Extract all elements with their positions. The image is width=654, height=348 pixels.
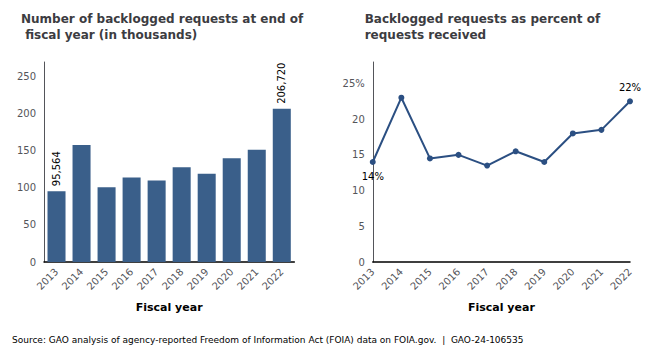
svg-text:200: 200 (17, 108, 36, 119)
svg-text:250: 250 (17, 71, 36, 82)
svg-text:2022: 2022 (260, 266, 286, 292)
svg-text:2013: 2013 (35, 266, 61, 292)
svg-text:2017: 2017 (465, 266, 491, 292)
svg-text:150: 150 (17, 145, 36, 156)
svg-text:50: 50 (23, 219, 36, 230)
svg-text:Fiscal year: Fiscal year (136, 301, 203, 314)
svg-text:0: 0 (358, 257, 364, 268)
svg-text:22%: 22% (619, 82, 641, 93)
svg-text:2017: 2017 (135, 266, 161, 292)
svg-text:2022: 2022 (608, 266, 634, 292)
svg-text:2014: 2014 (379, 266, 405, 292)
svg-text:2018: 2018 (160, 266, 186, 292)
svg-text:2020: 2020 (210, 266, 236, 292)
svg-text:fiscal year (in thousands): fiscal year (in thousands) (21, 28, 197, 42)
svg-text:206,720: 206,720 (276, 63, 287, 104)
svg-text:2014: 2014 (60, 266, 86, 292)
svg-text:2019: 2019 (185, 266, 211, 292)
svg-text:20: 20 (352, 114, 365, 125)
svg-text:25%: 25% (343, 78, 365, 89)
svg-text:Backlogged requests as percent: Backlogged requests as percent of (365, 12, 605, 26)
svg-text:2018: 2018 (494, 266, 520, 292)
svg-text:requests received: requests received (365, 28, 487, 42)
svg-text:Source: GAO analysis of agency: Source: GAO analysis of agency-reported … (12, 335, 524, 345)
svg-text:14%: 14% (362, 171, 384, 182)
svg-text:5: 5 (358, 221, 364, 232)
svg-text:2016: 2016 (437, 266, 463, 292)
svg-text:Number of backlogged requests: Number of backlogged requests at end of (21, 12, 304, 26)
svg-text:2013: 2013 (351, 266, 377, 292)
svg-text:2019: 2019 (522, 266, 548, 292)
svg-text:2015: 2015 (85, 266, 111, 292)
svg-text:2021: 2021 (580, 266, 606, 292)
svg-text:2015: 2015 (408, 266, 434, 292)
svg-text:15: 15 (352, 149, 365, 160)
svg-text:95,564: 95,564 (51, 151, 62, 186)
svg-text:100: 100 (17, 182, 36, 193)
svg-text:10: 10 (352, 185, 365, 196)
svg-text:Fiscal year: Fiscal year (468, 301, 535, 314)
svg-text:0: 0 (30, 257, 36, 268)
svg-text:2016: 2016 (110, 266, 136, 292)
svg-text:2021: 2021 (235, 266, 261, 292)
svg-text:2020: 2020 (551, 266, 577, 292)
